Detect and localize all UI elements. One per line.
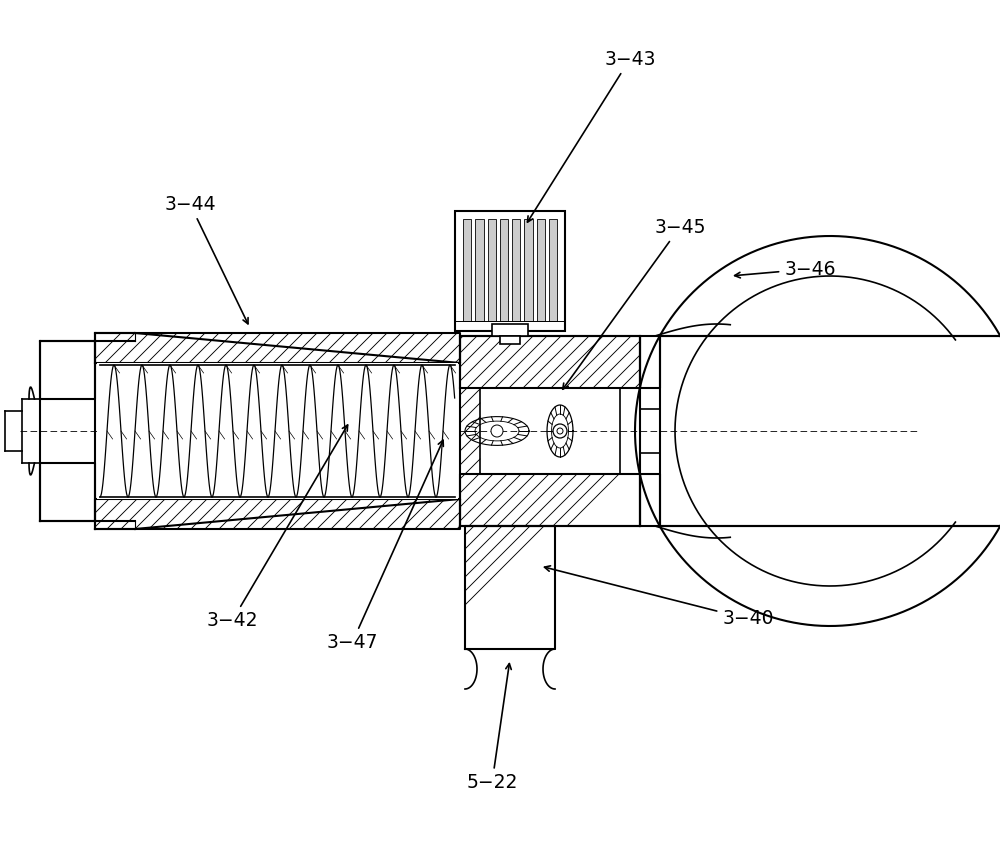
Bar xyxy=(97,363,458,499)
Text: 3−40: 3−40 xyxy=(544,565,774,628)
Circle shape xyxy=(491,425,503,437)
Text: 3−42: 3−42 xyxy=(206,425,348,631)
Text: 3−46: 3−46 xyxy=(735,260,836,278)
Bar xyxy=(500,336,520,344)
Bar xyxy=(488,219,496,321)
Text: 3−44: 3−44 xyxy=(164,194,248,323)
Bar xyxy=(549,219,557,321)
Text: 3−43: 3−43 xyxy=(527,49,656,222)
Bar xyxy=(480,0,620,229)
Circle shape xyxy=(553,424,567,438)
Bar xyxy=(536,219,545,321)
Bar xyxy=(455,211,565,331)
Text: 3−47: 3−47 xyxy=(326,441,443,653)
Text: 5−22: 5−22 xyxy=(466,664,518,792)
Bar xyxy=(512,219,520,321)
Bar xyxy=(475,219,484,321)
Text: 3−45: 3−45 xyxy=(563,217,706,389)
Bar xyxy=(492,324,528,336)
Bar xyxy=(524,219,532,321)
Bar xyxy=(500,219,508,321)
Bar xyxy=(463,219,471,321)
Circle shape xyxy=(557,428,563,434)
